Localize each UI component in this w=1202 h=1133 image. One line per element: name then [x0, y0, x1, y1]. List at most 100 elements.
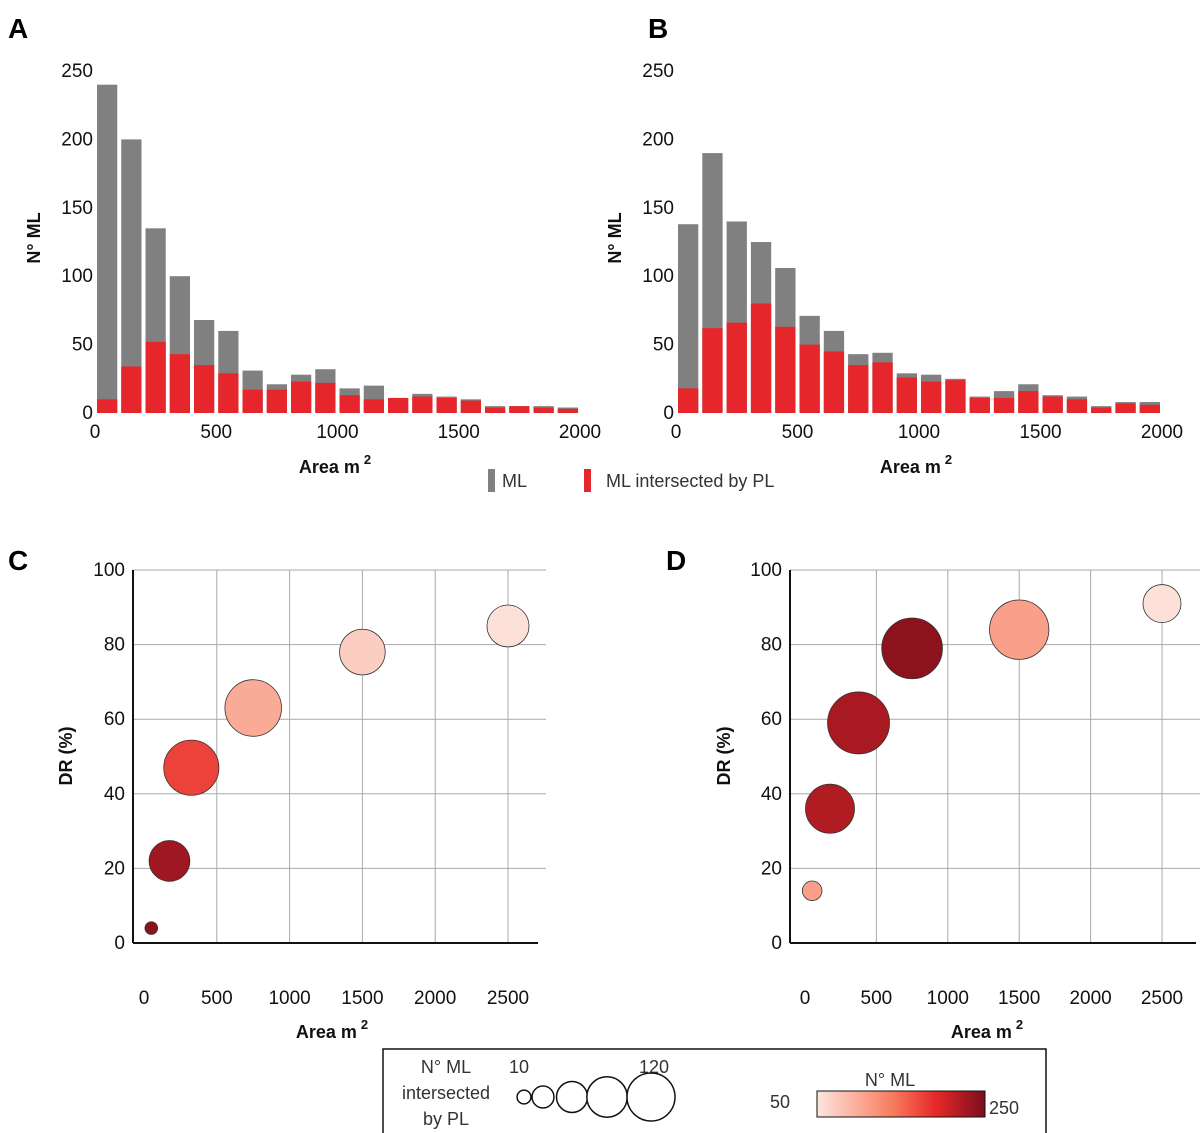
bar-ml-a — [121, 139, 142, 413]
bar-ml-pl-b — [1115, 403, 1136, 413]
bar-ml-pl-b — [848, 365, 869, 413]
y-tick-label: 40 — [104, 784, 125, 805]
y-tick-label: 100 — [750, 560, 782, 581]
bar-ml-pl-a — [460, 400, 481, 413]
bubble-point-d — [881, 617, 943, 680]
y-tick-label: 50 — [72, 335, 93, 356]
x-tick-label: 1500 — [998, 988, 1040, 1009]
size-legend-max-label: 120 — [639, 1057, 669, 1077]
y-tick-label: 200 — [61, 129, 93, 150]
legend-label-ml: ML — [502, 471, 527, 491]
x-tick-label: 2000 — [1069, 988, 1111, 1009]
bubble-point-c — [224, 679, 282, 737]
y-tick-label: 200 — [642, 129, 674, 150]
bubble-point-d — [805, 783, 855, 834]
y-tick-label: 0 — [771, 933, 782, 954]
x-tick-label: 0 — [139, 988, 150, 1009]
bubble-point-c — [339, 628, 386, 676]
legend-swatch-ml-pl — [584, 469, 591, 492]
size-legend-circle — [555, 1080, 589, 1114]
bar-ml-pl-a — [533, 407, 554, 413]
x-axis-title-text: Area m — [951, 1022, 1012, 1042]
x-tick-label: 1000 — [268, 988, 310, 1009]
bar-ml-pl-a — [145, 341, 166, 413]
bar-ml-pl-b — [1066, 399, 1088, 413]
x-tick-label: 0 — [90, 422, 101, 443]
x-tick-label: 1500 — [341, 988, 383, 1009]
bar-ml-pl-a — [315, 382, 336, 413]
histogram-legend: ML ML intersected by PL — [488, 469, 774, 492]
y-tick-label: 60 — [104, 709, 125, 730]
bubble-legend: N° ML intersected by PL 10 120 N° ML 50 … — [382, 1048, 1047, 1133]
size-legend-circles — [516, 1072, 676, 1122]
y-tick-label: 20 — [104, 858, 125, 879]
color-scale-bar — [816, 1090, 986, 1118]
bar-ml-pl-b — [1018, 391, 1039, 413]
y-axis-title-c: DR (%) — [56, 727, 76, 786]
bar-ml-pl-a — [339, 395, 360, 413]
y-axis-title-d: DR (%) — [714, 727, 734, 786]
y-tick-label: 150 — [61, 198, 93, 219]
x-tick-label: 500 — [201, 988, 233, 1009]
bar-ml-pl-a — [485, 407, 506, 413]
bar-ml-pl-b — [823, 351, 845, 413]
y-tick-label: 80 — [761, 635, 782, 656]
x-axis-title-b: Area m 2 — [880, 452, 952, 477]
bar-ml-pl-a — [436, 397, 457, 413]
bar-ml-pl-a — [242, 389, 263, 413]
bar-ml-pl-a — [363, 399, 384, 413]
bar-ml-pl-b — [1091, 407, 1112, 413]
bubble-point-d — [1142, 584, 1182, 623]
legend-swatch-ml — [488, 469, 495, 492]
bar-ml-pl-a — [97, 399, 118, 413]
color-legend-title: N° ML — [865, 1070, 915, 1090]
y-axis-title-b: N° ML — [605, 212, 625, 263]
bubble-point-d — [989, 599, 1050, 660]
histogram-b: 0 50 100 150 200 250 0 500 1000 1500 2000 Area m 2 N°… — [605, 61, 1183, 477]
x-tick-label: 2500 — [487, 988, 529, 1009]
x-tick-label: 1000 — [898, 422, 940, 443]
bar-ml-pl-a — [557, 408, 578, 413]
size-legend-min-label: 10 — [509, 1057, 529, 1077]
y-axis-title-a: N° ML — [24, 212, 44, 263]
panel-letter-b: B — [648, 13, 668, 44]
size-legend-circle — [516, 1089, 532, 1105]
x-axis-title-superscript: 2 — [945, 452, 952, 467]
x-axis-title-a: Area m 2 — [299, 452, 371, 477]
x-tick-label: 1000 — [316, 422, 358, 443]
bar-ml-pl-a — [121, 366, 142, 413]
bar-ml-pl-a — [266, 389, 287, 413]
size-legend-title-2: intersected — [402, 1083, 490, 1103]
bar-ml-pl-b — [1139, 404, 1160, 413]
y-tick-label: 250 — [642, 61, 674, 82]
bar-ml-pl-a — [509, 406, 530, 413]
bubble-point-c — [148, 840, 191, 882]
bar-ml-b — [678, 224, 699, 413]
bar-ml-pl-b — [921, 381, 942, 413]
x-axis-title-d: Area m 2 — [951, 1017, 1023, 1042]
bubble-point-d — [801, 880, 823, 901]
bar-ml-pl-b — [945, 380, 966, 413]
x-tick-label: 2000 — [559, 422, 601, 443]
x-tick-label: 1500 — [1019, 422, 1061, 443]
x-tick-label: 500 — [782, 422, 814, 443]
x-tick-label: 1500 — [438, 422, 480, 443]
x-axis-title-text: Area m — [299, 457, 360, 477]
bar-ml-pl-b — [872, 362, 893, 413]
bubble-point-c — [486, 604, 530, 648]
y-tick-label: 100 — [61, 266, 93, 287]
bar-ml-pl-b — [969, 397, 990, 413]
y-tick-label: 80 — [104, 635, 125, 656]
panel-letter-c: C — [8, 545, 28, 576]
x-tick-label: 1000 — [927, 988, 969, 1009]
legend-label-ml-pl: ML intersected by PL — [606, 471, 774, 491]
color-legend-min-label: 50 — [770, 1092, 790, 1112]
bar-ml-pl-a — [412, 396, 433, 413]
x-tick-label: 2000 — [1141, 422, 1183, 443]
bubble-point-c — [163, 739, 220, 796]
bar-ml-pl-a — [194, 365, 215, 413]
y-tick-label: 50 — [653, 335, 674, 356]
bar-ml-pl-a — [291, 381, 312, 413]
panel-letter-a: A — [8, 13, 28, 44]
